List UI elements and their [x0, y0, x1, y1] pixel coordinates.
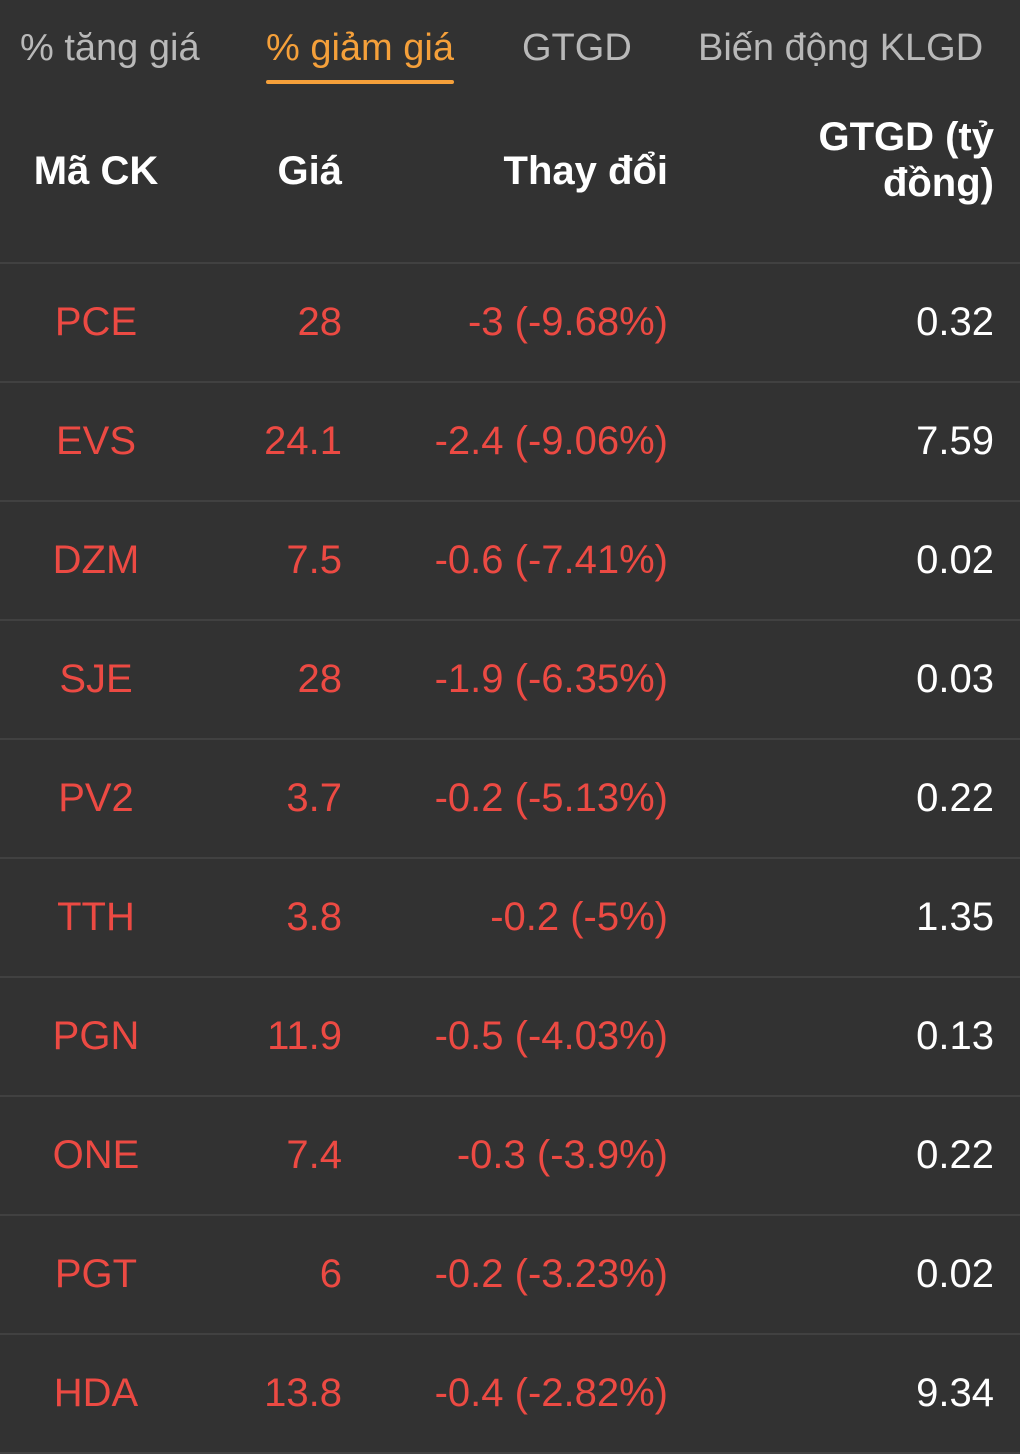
stock-trading-value: 9.34 — [916, 1371, 994, 1415]
header-price[interactable]: Giá — [277, 149, 342, 193]
stock-change: -0.3 (-3.9%) — [456, 1133, 668, 1177]
tab-volume-change[interactable]: Biến động KLGD — [698, 26, 983, 70]
tab-trading-value[interactable]: GTGD — [522, 26, 632, 70]
stock-change: -0.2 (-5%) — [490, 895, 668, 939]
table-row[interactable]: PCE 28 -3 (-9.68%) 0.32 — [0, 264, 1020, 383]
header-symbol[interactable]: Mã CK — [33, 149, 159, 193]
stock-change: -1.9 (-6.35%) — [434, 657, 668, 701]
stock-symbol[interactable]: PGT — [54, 1252, 138, 1296]
stock-price: 28 — [297, 657, 343, 701]
stock-change: -0.6 (-7.41%) — [434, 538, 668, 582]
stock-symbol[interactable]: PGN — [52, 1014, 140, 1058]
stock-price: 3.7 — [286, 776, 342, 820]
table-row[interactable]: PGN 11.9 -0.5 (-4.03%) 0.13 — [0, 978, 1020, 1097]
header-change[interactable]: Thay đổi — [503, 149, 668, 193]
stock-change: -0.2 (-5.13%) — [434, 776, 668, 820]
stock-trading-value: 0.13 — [916, 1014, 994, 1058]
stock-price: 13.8 — [264, 1371, 342, 1415]
stock-symbol[interactable]: DZM — [52, 538, 140, 582]
stock-change: -2.4 (-9.06%) — [434, 419, 668, 463]
table-row[interactable]: ONE 7.4 -0.3 (-3.9%) 0.22 — [0, 1097, 1020, 1216]
stock-symbol[interactable]: SJE — [59, 657, 133, 701]
table-row[interactable]: DZM 7.5 -0.6 (-7.41%) 0.02 — [0, 502, 1020, 621]
table-row[interactable]: HDA 13.8 -0.4 (-2.82%) 9.34 — [0, 1335, 1020, 1454]
stock-symbol[interactable]: TTH — [57, 895, 135, 939]
stock-symbol[interactable]: ONE — [52, 1133, 140, 1177]
stock-change: -0.5 (-4.03%) — [434, 1014, 668, 1058]
stock-trading-value: 7.59 — [916, 419, 994, 463]
table-row[interactable]: EVS 24.1 -2.4 (-9.06%) 7.59 — [0, 383, 1020, 502]
stock-symbol[interactable]: PCE — [54, 300, 138, 344]
stock-table-body: PCE 28 -3 (-9.68%) 0.32 EVS 24.1 -2.4 (-… — [0, 264, 1020, 1454]
tab-top-losers[interactable]: % giảm giá — [266, 26, 454, 84]
stock-trading-value: 0.22 — [916, 776, 994, 820]
stock-price: 3.8 — [286, 895, 342, 939]
tab-label: % tăng giá — [20, 27, 200, 69]
active-tab-indicator — [266, 80, 454, 84]
stock-trading-value: 0.22 — [916, 1133, 994, 1177]
stock-change: -3 (-9.68%) — [467, 300, 668, 344]
stock-symbol[interactable]: PV2 — [58, 776, 134, 820]
tab-label: Biến động KLGD — [698, 27, 984, 69]
stock-price: 7.4 — [286, 1133, 342, 1177]
stock-price: 11.9 — [267, 1014, 342, 1058]
table-header: Mã CK Giá Thay đổi GTGD (tỷ đồng) — [0, 100, 1020, 264]
stock-trading-value: 0.03 — [916, 657, 994, 701]
tab-label: GTGD — [522, 27, 632, 69]
header-trading-value[interactable]: GTGD (tỷ đồng) — [818, 115, 994, 205]
stock-trading-value: 0.32 — [916, 300, 994, 344]
stock-trading-value: 1.35 — [916, 895, 994, 939]
table-row[interactable]: PGT 6 -0.2 (-3.23%) 0.02 — [0, 1216, 1020, 1335]
table-row[interactable]: TTH 3.8 -0.2 (-5%) 1.35 — [0, 859, 1020, 978]
stock-change: -0.4 (-2.82%) — [434, 1371, 668, 1415]
stock-symbol[interactable]: EVS — [55, 419, 137, 463]
stock-change: -0.2 (-3.23%) — [434, 1252, 668, 1296]
stock-trading-value: 0.02 — [916, 538, 994, 582]
tab-top-gainers[interactable]: % tăng giá — [20, 26, 200, 70]
stock-price: 24.1 — [264, 419, 342, 463]
table-row[interactable]: PV2 3.7 -0.2 (-5.13%) 0.22 — [0, 740, 1020, 859]
tab-bar: % tăng giá % giảm giá GTGD Biến động KLG… — [0, 0, 1020, 100]
stock-symbol[interactable]: HDA — [53, 1371, 139, 1415]
stock-price: 7.5 — [286, 538, 342, 582]
stock-trading-value: 0.02 — [916, 1252, 994, 1296]
stock-price: 28 — [297, 300, 343, 344]
tab-label: % giảm giá — [266, 27, 454, 69]
stock-price: 6 — [319, 1252, 342, 1296]
table-row[interactable]: SJE 28 -1.9 (-6.35%) 0.03 — [0, 621, 1020, 740]
